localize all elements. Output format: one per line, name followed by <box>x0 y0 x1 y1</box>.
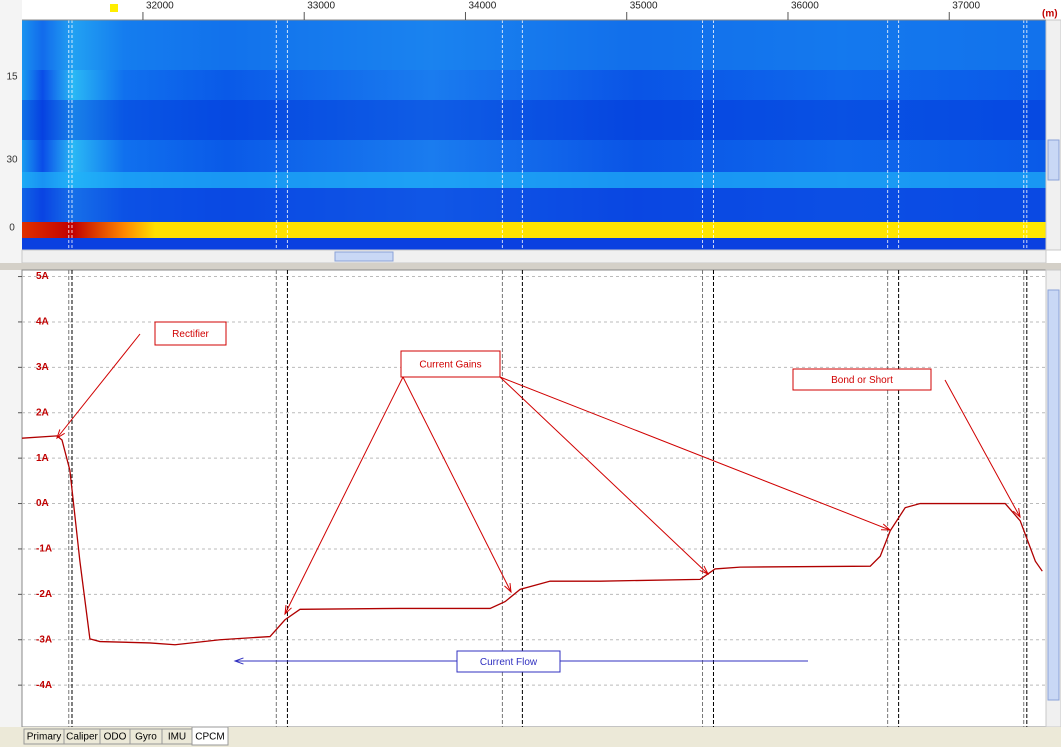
annotation-arrow <box>402 376 512 593</box>
y-tick-label: 2A <box>36 407 49 418</box>
heatmap-hot-band <box>22 222 1046 238</box>
annotation-text: Current Flow <box>480 657 538 668</box>
annotation-arrowhead <box>233 657 244 665</box>
ruler-label: 35000 <box>630 1 658 12</box>
annotation-arrow <box>56 333 141 439</box>
y-tick-label: 5A <box>36 271 49 282</box>
v-scrollbar[interactable] <box>1045 19 1061 251</box>
tab-label[interactable]: ODO <box>104 732 127 743</box>
annotation-arrow <box>944 379 1021 518</box>
annotation-arrowhead <box>880 523 892 531</box>
tab[interactable] <box>191 726 229 746</box>
v-scroll-thumb[interactable] <box>1047 139 1060 181</box>
y-tick-label: 3A <box>36 362 49 373</box>
left-gutter <box>0 0 22 263</box>
left-gutter <box>0 270 22 727</box>
ruler-label: 36000 <box>791 1 819 12</box>
annotation-box <box>456 650 561 673</box>
annotation-arrowhead <box>504 583 512 594</box>
ruler-label: 37000 <box>952 1 980 12</box>
annotation-arrow <box>284 376 404 615</box>
h-scroll-thumb[interactable] <box>334 251 394 262</box>
tab-label[interactable]: Caliper <box>66 732 98 743</box>
ruler-label: 34000 <box>468 1 496 12</box>
annotation-arrowhead <box>284 605 292 616</box>
annotation-arrow <box>499 376 891 531</box>
heatmap-band <box>22 172 1046 188</box>
annotation-box <box>400 350 501 378</box>
y-tick-label: -1A <box>36 544 52 555</box>
row-label: 15 <box>6 72 18 83</box>
annotation-arrowhead <box>699 565 710 576</box>
tab-label[interactable]: Primary <box>27 732 61 743</box>
splitter[interactable] <box>0 263 1061 270</box>
y-tick-label: 4A <box>36 317 49 328</box>
y-tick-label: -4A <box>36 680 52 691</box>
heatmap-band <box>22 188 1046 222</box>
annotation-arrowhead <box>56 429 65 440</box>
tab-bar <box>0 727 1061 747</box>
tab-label[interactable]: IMU <box>168 732 186 743</box>
ruler-unit: (m) <box>1042 9 1058 20</box>
heatmap-band <box>22 238 1046 250</box>
h-scrollbar[interactable] <box>21 249 1047 264</box>
annotation-text: Current Gains <box>419 360 481 371</box>
y-tick-label: -2A <box>36 589 52 600</box>
current-line <box>21 435 1043 646</box>
heatmap <box>22 20 1046 250</box>
row-label: 0 <box>9 223 15 234</box>
heatmap-band <box>22 100 1046 140</box>
tab-label[interactable]: CPCM <box>195 732 224 743</box>
ruler-label: 33000 <box>307 1 335 12</box>
y-tick-label: 0A <box>36 498 49 509</box>
annotation-text: Bond or Short <box>831 375 893 386</box>
heatmap-band <box>22 20 1046 70</box>
tab-label[interactable]: Gyro <box>135 732 157 743</box>
annotation-arrowhead <box>1012 508 1021 519</box>
annotation-box <box>792 368 932 391</box>
ruler-label: 32000 <box>146 1 174 12</box>
annotation-text: Rectifier <box>172 329 209 340</box>
annotation-arrow <box>499 376 709 575</box>
annotation-box <box>154 321 227 346</box>
v-scroll-thumb[interactable] <box>1047 289 1060 701</box>
y-tick-label: 1A <box>36 453 49 464</box>
position-marker <box>110 4 118 12</box>
y-tick-label: -3A <box>36 634 52 645</box>
row-label: 30 <box>6 155 18 166</box>
